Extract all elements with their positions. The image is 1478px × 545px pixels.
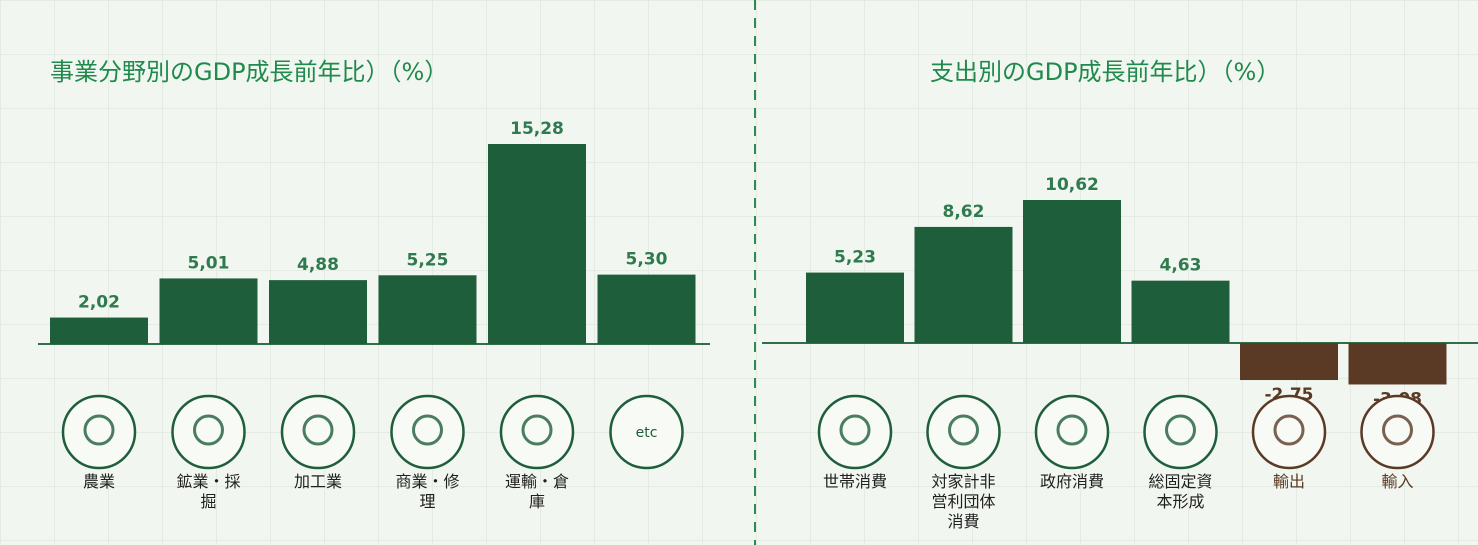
- bar: [488, 144, 586, 344]
- value-label: 5,25: [407, 250, 449, 270]
- icon: [817, 394, 893, 470]
- icon: [499, 394, 575, 470]
- bar: [1023, 200, 1121, 343]
- chart-title: 事業分野別のGDP成長前年比）（%）: [50, 58, 449, 86]
- value-label: 2,02: [78, 293, 120, 313]
- value-label: 8,62: [943, 202, 985, 222]
- category-label: 鉱業・採掘: [176, 472, 241, 511]
- category-label: 商業・修理: [395, 472, 460, 511]
- bar: [597, 274, 696, 344]
- bar: [269, 280, 367, 344]
- value-label: 4,88: [297, 255, 339, 275]
- icon: [609, 394, 684, 470]
- icon-glyph: [521, 414, 553, 446]
- category-label: 輸出: [1272, 472, 1305, 491]
- icon-glyph: [302, 414, 334, 446]
- category-label: 農業: [82, 472, 115, 491]
- icon: [1360, 394, 1435, 470]
- icon-glyph: [1273, 414, 1305, 446]
- icon: [1143, 394, 1218, 470]
- bar: [806, 272, 904, 343]
- bar: [378, 275, 477, 344]
- bar: [50, 317, 148, 344]
- icon-glyph: [1056, 414, 1088, 446]
- icon: [280, 394, 356, 470]
- icon-glyph: [193, 414, 224, 446]
- bar: [914, 226, 1013, 343]
- category-label: 運輸・倉庫: [505, 472, 570, 511]
- icon-glyph: [839, 414, 871, 446]
- icon: [1034, 394, 1110, 470]
- icon-text: etc: [636, 425, 658, 441]
- value-label: 10,62: [1045, 175, 1099, 195]
- icon-glyph: [1382, 414, 1413, 446]
- chart-title: 支出別のGDP成長前年比）（%）: [930, 58, 1281, 86]
- value-label: 5,01: [188, 253, 230, 273]
- icon-glyph: [1165, 414, 1196, 446]
- icon-glyph: [412, 414, 443, 446]
- category-label: 総固定資本形成: [1148, 472, 1213, 511]
- icon: [171, 394, 246, 470]
- category-label: 世帯消費: [823, 472, 888, 491]
- category-label: 輸入: [1381, 472, 1414, 491]
- bar: [1240, 343, 1338, 381]
- bar: [1348, 343, 1447, 385]
- category-label: 対家計非営利団体消費: [931, 472, 996, 531]
- icon: [926, 394, 1001, 470]
- icon-glyph: [948, 414, 979, 446]
- value-label: 4,63: [1160, 256, 1202, 276]
- category-label: 政府消費: [1040, 472, 1105, 491]
- icon: [390, 394, 465, 470]
- icon: [1251, 394, 1327, 470]
- value-label: 5,23: [834, 248, 876, 268]
- bar: [159, 278, 258, 344]
- value-label: 15,28: [510, 119, 564, 139]
- icon-glyph: [83, 414, 115, 446]
- category-label: 加工業: [293, 472, 342, 491]
- value-label: 5,30: [626, 250, 668, 270]
- bar: [1131, 280, 1230, 343]
- icon: [61, 394, 137, 470]
